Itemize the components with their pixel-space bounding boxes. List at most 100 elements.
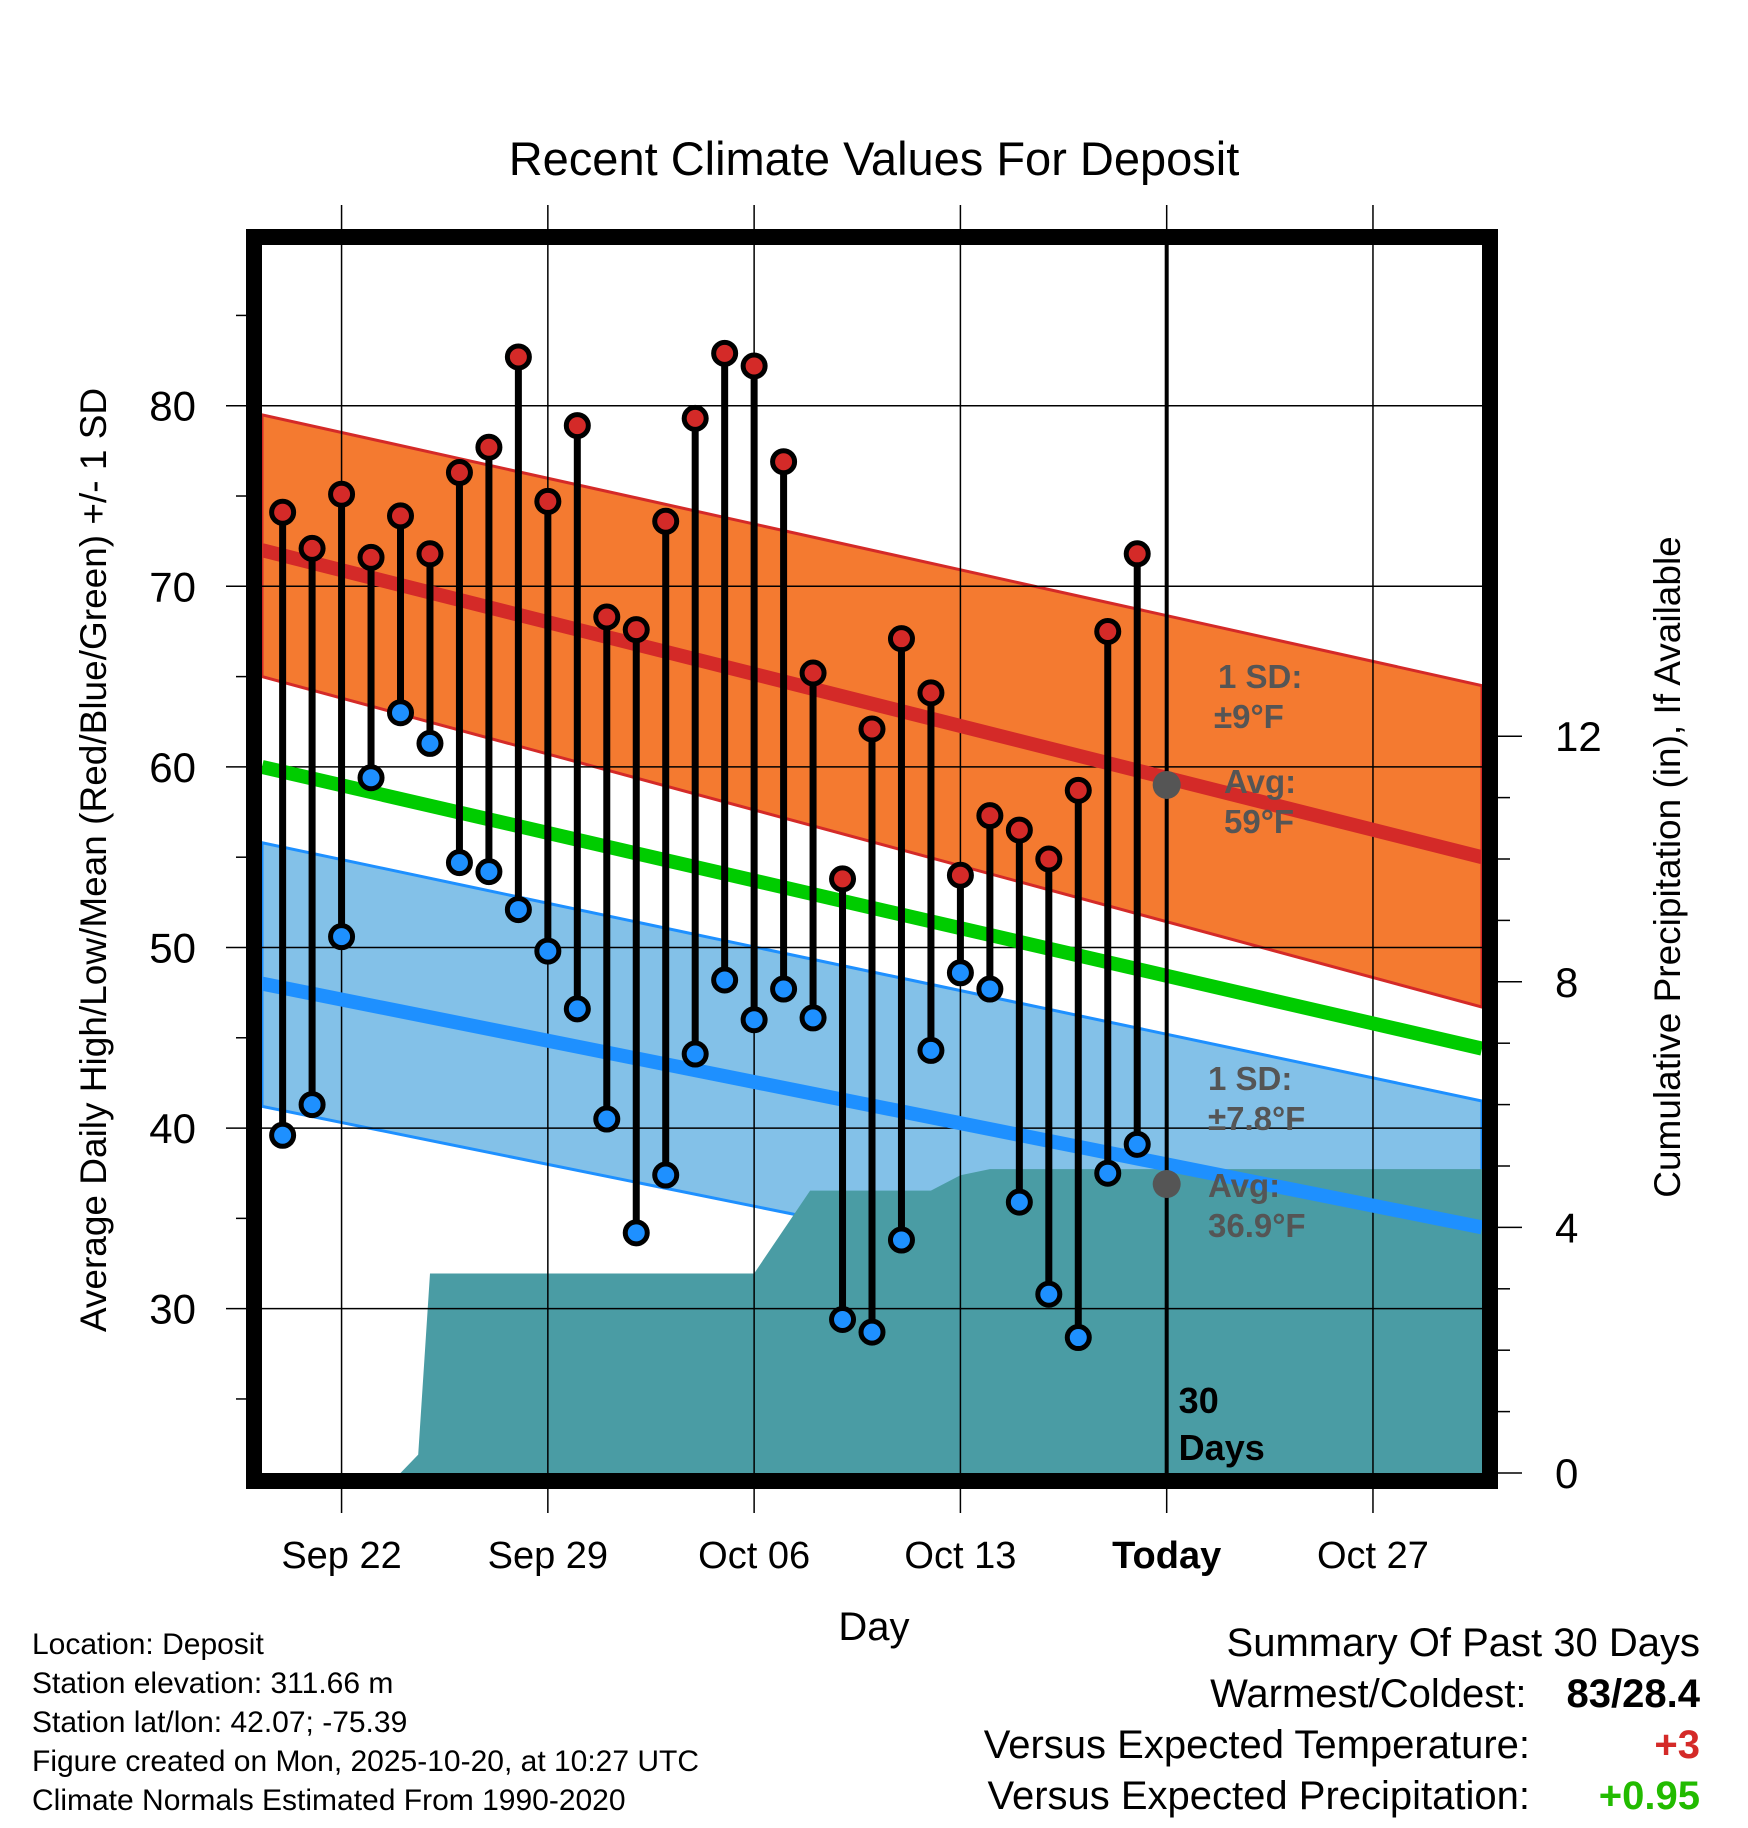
high-temp-point (298, 534, 326, 562)
axes: 30 40 50 60 70 80 0 4 8 12 Sep 22 Sep 29 Oct 06 Oct 1… (149, 205, 1602, 1577)
low-sd-label: 1 SD: (1208, 1060, 1292, 1097)
summary-title: Summary Of Past 30 Days (1226, 1621, 1700, 1665)
low-temp-point (445, 849, 473, 877)
high-mean-line (262, 543, 1482, 864)
high-sd-band (262, 413, 1482, 1009)
high-temp-point (917, 679, 945, 707)
high-temp-point (887, 625, 915, 653)
summary-precip-value: +0.95 (1598, 1774, 1700, 1818)
high-temp-point (652, 507, 680, 535)
low-temp-point (387, 699, 415, 727)
high-avg-marker (1152, 770, 1181, 799)
y-tick-label-left: 60 (149, 744, 196, 791)
low-temp-point (475, 858, 503, 886)
high-temp-point (799, 659, 827, 687)
high-temp-point (357, 543, 385, 571)
low-temp-point (946, 959, 974, 987)
info-location: Location: Deposit (32, 1628, 264, 1661)
high-avg-value: 59°F (1224, 803, 1294, 840)
high-temp-point (740, 352, 768, 380)
high-temp-point (593, 603, 621, 631)
today-days-count: 30 (1179, 1380, 1219, 1421)
summary-temp-value: +3 (1654, 1723, 1700, 1767)
x-tick-label-today: Today (1112, 1535, 1221, 1577)
y-tick-label-left: 30 (149, 1286, 196, 1333)
high-temp-point (475, 433, 503, 461)
high-temp-point (1064, 776, 1092, 804)
high-sd-label: 1 SD: (1218, 658, 1302, 695)
summary-warmest-label: Warmest/Coldest: (1210, 1672, 1527, 1716)
low-temp-point (1005, 1188, 1033, 1216)
low-temp-point (593, 1105, 621, 1133)
low-sd-value: ±7.8°F (1208, 1100, 1305, 1137)
low-temp-point (1035, 1280, 1063, 1308)
low-temp-point (858, 1318, 886, 1346)
high-temp-point (858, 715, 886, 743)
low-temp-point (681, 1040, 709, 1068)
summary-precip-row: Versus Expected Precipitation: +0.95 (987, 1774, 1700, 1819)
high-temp-point (1123, 540, 1151, 568)
low-temp-point (534, 937, 562, 965)
high-temp-point (534, 487, 562, 515)
high-sd-value: ±9°F (1214, 698, 1284, 735)
info-created: Figure created on Mon, 2025-10-20, at 10… (32, 1745, 700, 1778)
y-tick-label-right: 4 (1555, 1204, 1578, 1251)
high-temp-point (976, 802, 1004, 830)
y-tick-label-right: 0 (1555, 1450, 1578, 1497)
y-tick-label-left: 40 (149, 1105, 196, 1152)
high-temp-point (1005, 816, 1033, 844)
y-tick-label-right: 12 (1555, 713, 1602, 760)
y-tick-label-left: 80 (149, 383, 196, 430)
x-tick-label: Sep 22 (281, 1535, 401, 1577)
high-temp-point (328, 480, 356, 508)
high-temp-point (504, 343, 532, 371)
today-days-label: Days (1179, 1427, 1265, 1468)
low-temp-point (563, 995, 591, 1023)
low-temp-point (269, 1121, 297, 1149)
low-temp-point (1123, 1130, 1151, 1158)
high-temp-point (829, 865, 857, 893)
high-temp-point (946, 861, 974, 889)
low-temp-point (622, 1219, 650, 1247)
chart-title: Recent Climate Values For Deposit (509, 132, 1240, 185)
low-temp-point (829, 1306, 857, 1333)
y-axis-label-right: Cumulative Precipitation (in), If Availa… (1647, 536, 1688, 1198)
low-temp-point (504, 896, 532, 924)
low-temp-point (328, 923, 356, 951)
summary-temp-label: Versus Expected Temperature: (983, 1723, 1530, 1767)
low-temp-point (1094, 1159, 1122, 1187)
low-temp-point (357, 764, 385, 792)
info-normals: Climate Normals Estimated From 1990-2020 (32, 1784, 626, 1817)
info-latlon: Station lat/lon: 42.07; -75.39 (32, 1706, 408, 1739)
y-tick-label-left: 50 (149, 924, 196, 971)
high-temp-point (445, 459, 473, 487)
low-temp-point (917, 1036, 945, 1064)
high-temp-point (387, 502, 415, 530)
high-temp-point (681, 404, 709, 432)
summary-temp-row: Versus Expected Temperature: +3 (984, 1723, 1700, 1768)
low-temp-point (887, 1226, 915, 1254)
low-avg-label: Avg: (1208, 1167, 1280, 1204)
high-temp-point (711, 339, 739, 367)
low-temp-point (1064, 1324, 1092, 1352)
info-elevation: Station elevation: 311.66 m (32, 1667, 394, 1700)
plot-frame (246, 229, 1498, 1489)
low-temp-point (416, 729, 444, 757)
x-axis-label: Day (838, 1605, 909, 1649)
x-tick-label: Sep 29 (488, 1535, 608, 1577)
x-tick-label: Oct 27 (1317, 1535, 1429, 1577)
summary-warmest-value: 83/28.4 (1566, 1672, 1700, 1716)
low-temp-point (799, 1004, 827, 1032)
summary-precip-label: Versus Expected Precipitation: (987, 1774, 1530, 1818)
x-tick-label: Oct 06 (698, 1535, 810, 1577)
low-temp-point (770, 975, 798, 1003)
high-temp-point (1094, 617, 1122, 645)
high-temp-point (563, 412, 591, 440)
high-avg-label: Avg: (1224, 763, 1296, 800)
low-temp-point (976, 975, 1004, 1003)
y-axis-label-left: Average Daily High/Low/Mean (Red/Blue/Gr… (73, 388, 114, 1332)
low-avg-value: 36.9°F (1208, 1207, 1306, 1244)
